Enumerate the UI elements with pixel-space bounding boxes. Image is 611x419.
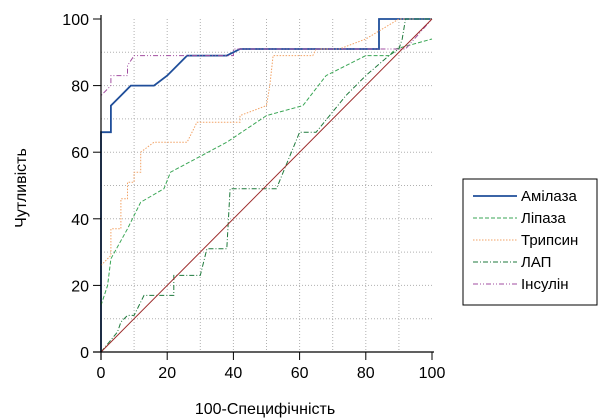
y-tick-label: 80 xyxy=(71,79,89,96)
legend-label: Амілаза xyxy=(521,188,577,205)
x-axis-title: 100-Специфічність xyxy=(195,401,335,418)
x-tick-label: 80 xyxy=(357,365,375,382)
y-tick-label: 100 xyxy=(62,12,89,29)
y-axis-title: Чутливість xyxy=(13,148,30,228)
x-tick-label: 0 xyxy=(97,365,106,382)
legend-label: Інсулін xyxy=(521,276,569,293)
series-line-4 xyxy=(100,18,433,352)
axes xyxy=(93,15,434,360)
series-line-3 xyxy=(100,18,432,353)
y-tick-label: 0 xyxy=(80,345,89,362)
x-tick-label: 100 xyxy=(419,365,446,382)
tick-labels: 0 20 40 60 80 100 0 20 40 60 80 100 xyxy=(62,12,445,382)
legend-label: Ліпаза xyxy=(521,210,566,227)
y-tick-label: 40 xyxy=(71,212,89,229)
legend: Амілаза Ліпаза Трипсин ЛАП Інсулін xyxy=(462,178,598,306)
y-tick-label: 20 xyxy=(71,278,89,295)
x-tick-label: 40 xyxy=(225,365,243,382)
x-tick-label: 60 xyxy=(291,365,309,382)
series-line-1 xyxy=(100,38,433,306)
series-lines xyxy=(100,18,433,353)
y-tick-label: 60 xyxy=(71,145,89,162)
legend-box xyxy=(462,178,598,306)
legend-label: Трипсин xyxy=(521,232,578,249)
x-tick-label: 20 xyxy=(158,365,176,382)
reference-diagonal-line xyxy=(100,18,433,353)
legend-label: ЛАП xyxy=(521,254,551,271)
